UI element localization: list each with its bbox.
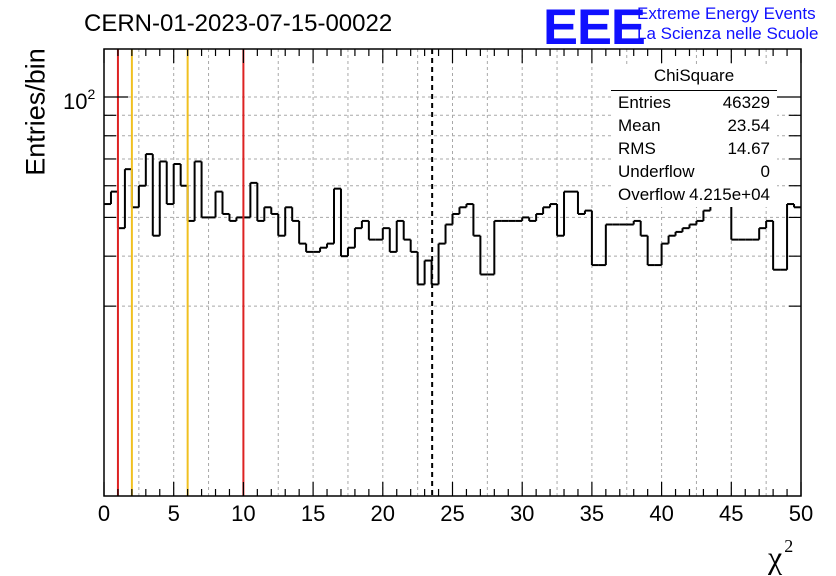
x-tick-label: 40 <box>649 501 674 526</box>
x-tick-label: 0 <box>97 501 111 526</box>
x-tick-label: 45 <box>719 501 744 526</box>
reference-lines <box>116 49 434 496</box>
stats-key: Mean <box>618 116 661 135</box>
stats-box-title: ChiSquare <box>653 66 735 85</box>
stats-box: ChiSquare Entries 46329 Mean 23.54 RMS 14.67 U… <box>611 66 777 207</box>
histogram-series <box>104 153 801 286</box>
stats-key: Overflow <box>618 185 686 204</box>
stats-key: RMS <box>618 139 656 158</box>
x-tick-label: 35 <box>579 501 605 526</box>
stats-value: 14.67 <box>727 139 770 158</box>
x-axis-label-exponent: 2 <box>784 536 794 556</box>
stats-row: Overflow 4.215e+04 <box>618 185 770 207</box>
x-axis-label-base: χ <box>768 539 783 575</box>
y-tick-label: 102 <box>63 86 95 115</box>
x-tick-label: 15 <box>300 501 326 526</box>
x-tick-label: 20 <box>370 501 396 526</box>
stats-row: Mean 23.54 <box>618 116 770 138</box>
x-tick-label: 50 <box>788 501 814 526</box>
stats-row: Entries 46329 <box>618 93 770 115</box>
x-tick-label: 25 <box>440 501 465 526</box>
stats-value: 46329 <box>722 93 770 112</box>
y-axis-label: Entries/bin <box>20 48 51 176</box>
logo-tagline-bottom: La Scienza nelle Scuole <box>637 24 819 43</box>
stats-value: 4.215e+04 <box>689 185 770 204</box>
grid <box>104 49 801 496</box>
stats-box-divider <box>611 90 777 91</box>
stats-key: Underflow <box>618 162 695 181</box>
x-tick-label: 5 <box>167 501 180 526</box>
logo-tagline-top: Extreme Energy Events <box>637 4 816 23</box>
stats-row: RMS 14.67 <box>618 139 770 161</box>
stats-value: 23.54 <box>727 116 770 135</box>
chart-title: CERN-01-2023-07-15-00022 <box>84 10 393 37</box>
x-tick-label: 10 <box>231 501 256 526</box>
stats-row: Underflow 0 <box>618 162 770 184</box>
stats-key: Entries <box>618 93 671 112</box>
y-tick-label-exponent: 2 <box>87 86 96 102</box>
eee-logo: EEE <box>543 0 646 55</box>
axes-frame <box>103 48 802 497</box>
x-tick-label: 30 <box>509 501 535 526</box>
y-tick-label-base: 10 <box>63 89 88 114</box>
stats-value: 0 <box>760 162 770 181</box>
